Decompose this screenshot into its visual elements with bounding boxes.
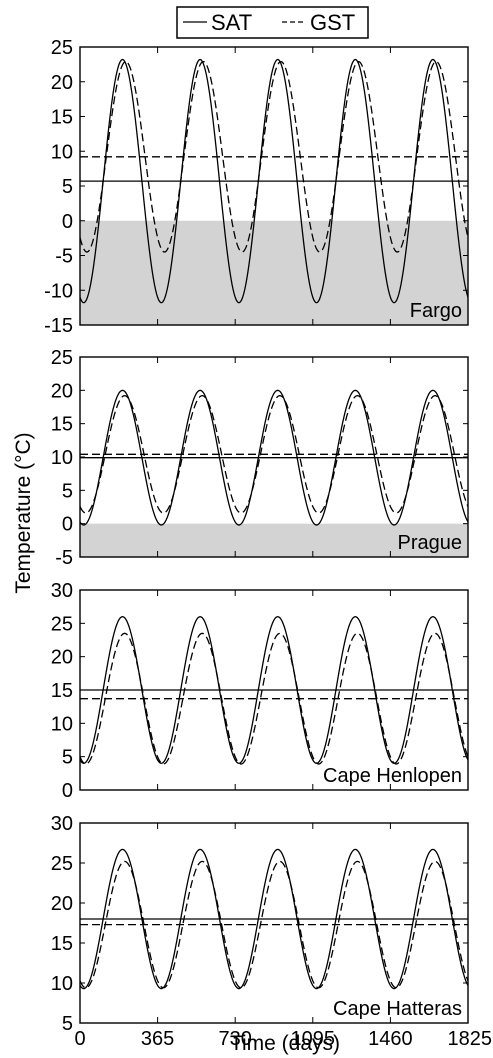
- y-tick-label-fargo: -10: [44, 280, 73, 302]
- y-tick-label-prague: 25: [51, 347, 73, 369]
- x-axis-label: Time (days): [230, 1032, 340, 1055]
- x-tick-label: 730: [219, 1028, 252, 1050]
- freeze-band-prague: [80, 523, 468, 557]
- y-tick-label-prague: 15: [51, 414, 73, 436]
- series-sat-cape-hatteras: [80, 848, 468, 990]
- y-tick-label-fargo: -15: [44, 315, 73, 337]
- y-tick-label-fargo: 5: [62, 176, 73, 198]
- y-tick-label-cape-hatteras: 15: [51, 933, 73, 955]
- x-tick-label: 365: [141, 1028, 174, 1050]
- y-axis-label: Temperature (°C): [12, 432, 35, 593]
- y-tick-label-cape-henlopen: 0: [62, 780, 73, 802]
- panel-label-prague: Prague: [398, 532, 463, 554]
- panel-fargo: -15 -10 -5 0 5 10 15 20 25 Fargo: [44, 37, 469, 337]
- y-tick-label-cape-hatteras: 30: [51, 813, 73, 835]
- y-tick-label-prague: 0: [62, 514, 73, 536]
- panel-cape-hatteras: 5 10 15 20 25 30 0 365 730 1095 1460 1825 Cape Hatte…: [51, 813, 492, 1050]
- series-gst-fargo: [80, 60, 468, 253]
- panel-cape-henlopen: 0 5 10 15 20 25 30 Cape Henlopen: [51, 580, 469, 802]
- panel-label-fargo: Fargo: [410, 300, 462, 322]
- x-tick-label: 1825: [448, 1028, 493, 1050]
- panel-prague: -5 0 5 10 15 20 25 Prague: [51, 347, 469, 569]
- y-tick-label-fargo: 0: [62, 211, 73, 233]
- y-tick-label-prague: 10: [51, 447, 73, 469]
- legend: SAT GST: [176, 6, 369, 39]
- x-tick-label: 1095: [291, 1028, 336, 1050]
- series-gst-prague: [80, 395, 468, 514]
- y-tick-label-cape-henlopen: 20: [51, 647, 73, 669]
- series-sat-prague: [80, 389, 468, 526]
- series-gst-cape-henlopen: [80, 632, 468, 765]
- panel-label-cape-hatteras: Cape Hatteras: [333, 998, 462, 1020]
- y-tick-label-fargo: 25: [51, 37, 73, 59]
- x-tick-label: 1460: [368, 1028, 413, 1050]
- y-tick-label-prague: 20: [51, 380, 73, 402]
- y-tick-label-cape-henlopen: 30: [51, 580, 73, 602]
- y-tick-label-cape-henlopen: 15: [51, 680, 73, 702]
- series-sat-cape-henlopen: [80, 615, 468, 764]
- y-tick-label-cape-henlopen: 25: [51, 613, 73, 635]
- y-tick-label-fargo: 15: [51, 107, 73, 129]
- legend-gst-label: GST: [310, 10, 355, 35]
- series-gst-cape-hatteras: [80, 860, 468, 989]
- y-tick-label-fargo: 10: [51, 141, 73, 163]
- y-tick-label-prague: 5: [62, 480, 73, 502]
- series-sat-fargo: [80, 58, 468, 304]
- x-tick-label: 0: [74, 1028, 85, 1050]
- y-tick-label-cape-henlopen: 10: [51, 713, 73, 735]
- panels: -15-10-50510152025Fargo-50510152025Pragu…: [44, 37, 492, 1050]
- y-tick-label-cape-hatteras: 25: [51, 853, 73, 875]
- y-tick-label-cape-hatteras: 20: [51, 893, 73, 915]
- y-tick-label-prague: -5: [55, 547, 73, 569]
- y-tick-label-fargo: -5: [55, 246, 73, 268]
- panel-label-cape-henlopen: Cape Henlopen: [323, 765, 462, 787]
- y-tick-label-cape-hatteras: 10: [51, 973, 73, 995]
- y-tick-label-cape-henlopen: 5: [62, 747, 73, 769]
- legend-box: [176, 6, 369, 39]
- y-tick-label-cape-hatteras: 5: [62, 1013, 73, 1035]
- legend-sat-label: SAT: [211, 10, 252, 35]
- panel-frame-cape-hatteras: [79, 822, 469, 1024]
- y-tick-label-fargo: 20: [51, 72, 73, 94]
